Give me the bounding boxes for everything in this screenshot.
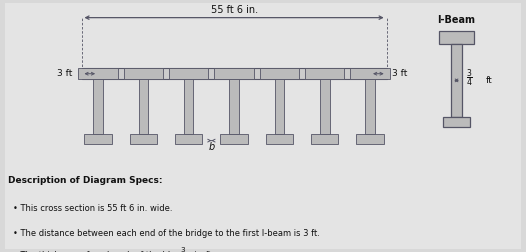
Text: b: b (208, 142, 215, 152)
Bar (169, 68, 208, 79)
Bar (220, 134, 248, 144)
Bar (175, 134, 203, 144)
Bar (350, 68, 390, 79)
Bar (305, 68, 345, 79)
Bar (139, 79, 148, 134)
Text: Description of Diagram Specs:: Description of Diagram Specs: (8, 176, 163, 185)
Text: 3 ft: 3 ft (57, 69, 72, 78)
Bar (84, 134, 112, 144)
Bar (320, 79, 329, 134)
Bar (451, 44, 462, 117)
Bar (366, 79, 375, 134)
Text: $\frac{3}{4}$: $\frac{3}{4}$ (180, 246, 187, 252)
Text: 55 ft 6 in.: 55 ft 6 in. (210, 5, 258, 15)
Bar (275, 79, 284, 134)
Bar (229, 79, 239, 134)
Bar (357, 134, 384, 144)
Bar (184, 79, 194, 134)
Bar (260, 68, 299, 79)
Text: ft.: ft. (203, 251, 214, 252)
Bar (215, 68, 254, 79)
Text: • The distance between each end of the bridge to the first I-beam is 3 ft.: • The distance between each end of the b… (13, 229, 320, 238)
Text: • This cross section is 55 ft 6 in. wide.: • This cross section is 55 ft 6 in. wide… (13, 204, 173, 213)
Bar (93, 79, 103, 134)
Text: • The thickness of each web of the I-beam is: • The thickness of each web of the I-bea… (13, 251, 201, 252)
Bar (130, 134, 157, 144)
Text: I-Beam: I-Beam (438, 15, 476, 25)
Bar (439, 32, 474, 44)
Bar (443, 117, 470, 127)
FancyBboxPatch shape (5, 3, 521, 249)
Bar (266, 134, 293, 144)
Bar (82, 68, 387, 79)
Bar (124, 68, 163, 79)
Bar (311, 134, 338, 144)
Text: $\frac{3}{4}$: $\frac{3}{4}$ (466, 67, 473, 89)
Text: 3 ft: 3 ft (392, 69, 407, 78)
Text: ft: ft (486, 76, 493, 85)
Bar (78, 68, 118, 79)
